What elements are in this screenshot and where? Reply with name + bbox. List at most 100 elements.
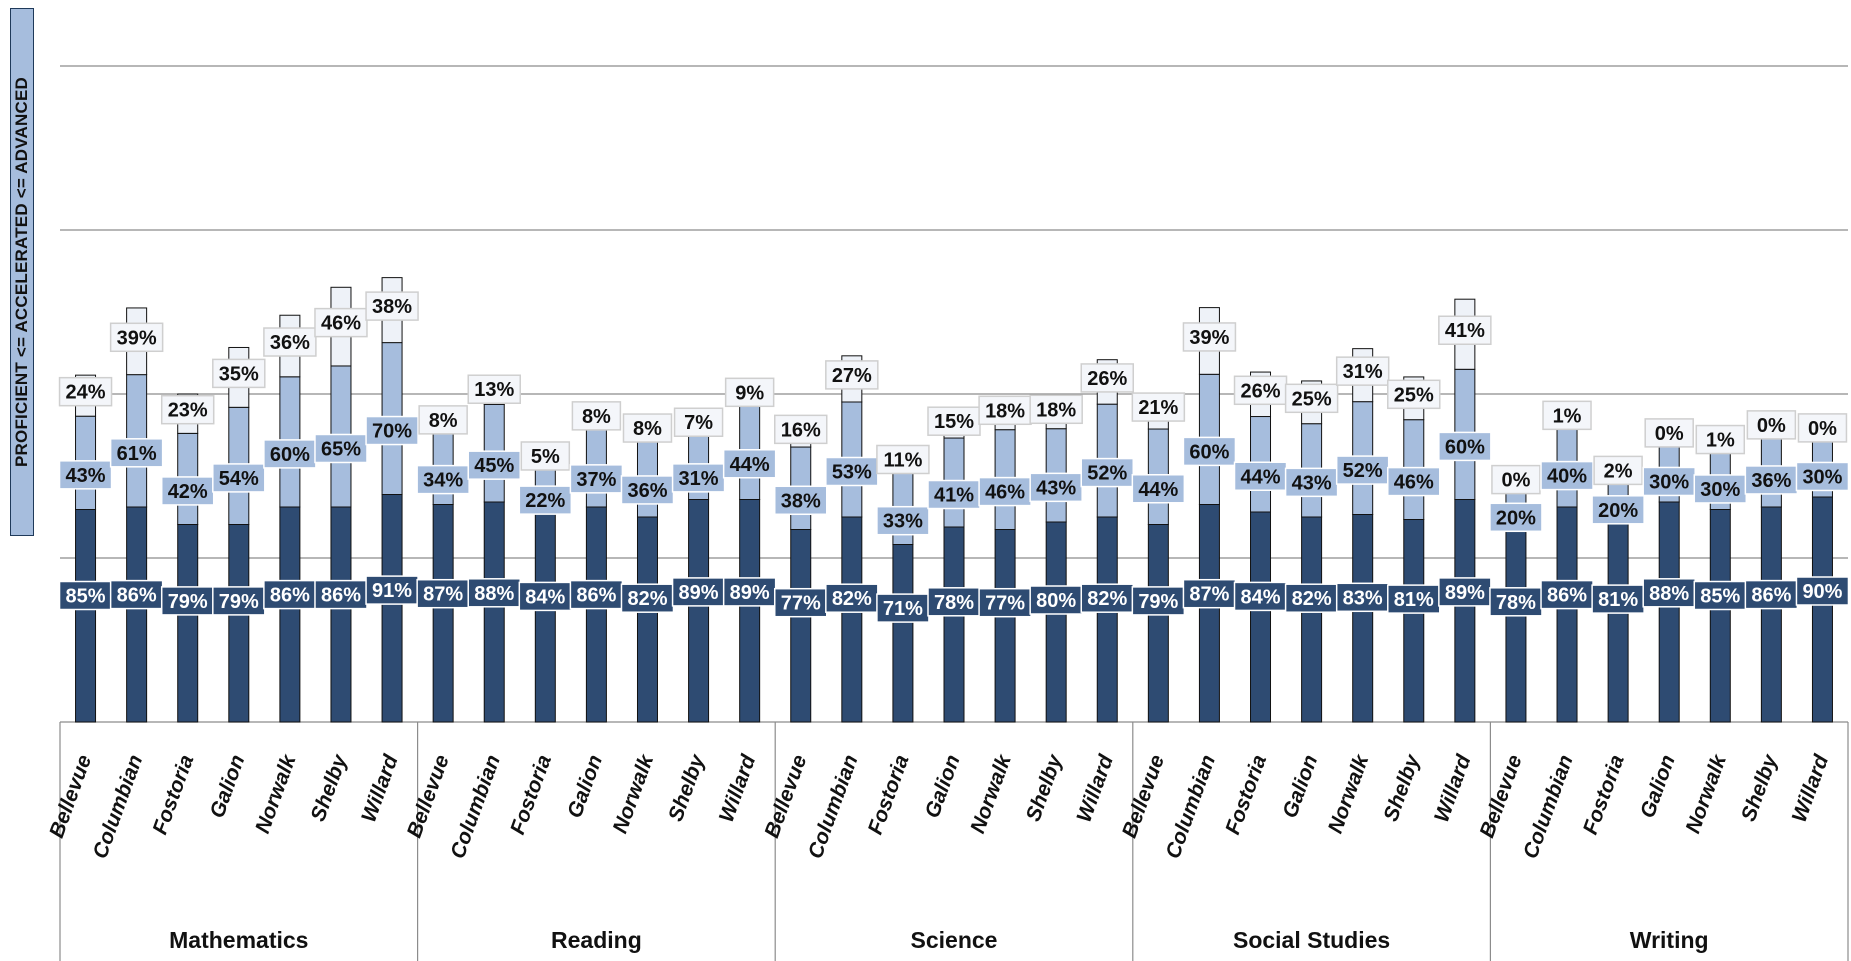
data-label-proficient-text: 89% xyxy=(679,582,719,604)
data-label-proficient-text: 88% xyxy=(1649,583,1689,605)
data-label-advanced: 26% xyxy=(1233,375,1288,406)
data-label-advanced-box xyxy=(978,395,1032,426)
category-tick-label: Bellevue xyxy=(1475,752,1526,841)
data-label-accelerated-box xyxy=(620,475,675,505)
data-label-accelerated: 34% xyxy=(416,464,470,495)
data-label-advanced: 46% xyxy=(314,307,368,338)
data-label-advanced: 13% xyxy=(467,374,521,404)
bar-proficient xyxy=(1760,506,1782,723)
data-label-accelerated: 61% xyxy=(109,438,164,468)
data-label-proficient: 81% xyxy=(1387,584,1441,614)
data-label-accelerated: 44% xyxy=(1233,461,1288,492)
bar-proficient xyxy=(381,494,403,723)
data-label-advanced-text: 36% xyxy=(270,332,310,354)
data-label-accelerated-text: 43% xyxy=(1036,477,1076,499)
data-label-advanced: 0% xyxy=(1797,413,1848,443)
data-label-advanced-box xyxy=(365,291,419,321)
data-label-accelerated-box xyxy=(109,438,164,468)
data-label-proficient: 81% xyxy=(1591,584,1645,614)
category-tick-label: Norwalk xyxy=(1681,751,1731,837)
data-label-accelerated-box xyxy=(773,485,828,516)
bar-proficient xyxy=(1352,514,1374,723)
data-label-advanced: 8% xyxy=(571,401,622,431)
data-label-proficient-text: 85% xyxy=(66,586,106,608)
group-label: Mathematics xyxy=(169,927,308,953)
data-label-accelerated-text: 38% xyxy=(781,490,821,512)
data-label-advanced: 5% xyxy=(520,441,571,471)
data-label-accelerated-box xyxy=(365,415,419,446)
data-label-accelerated-text: 43% xyxy=(1292,472,1332,494)
data-label-advanced: 35% xyxy=(212,358,266,389)
data-label-accelerated-text: 54% xyxy=(219,468,259,490)
data-label-advanced-text: 8% xyxy=(582,406,611,428)
data-label-proficient: 89% xyxy=(1438,577,1492,607)
data-label-proficient-box xyxy=(1591,584,1645,614)
data-label-advanced-box xyxy=(571,401,622,431)
data-label-proficient-text: 86% xyxy=(576,585,616,607)
data-label-advanced-text: 15% xyxy=(934,411,974,433)
data-label-advanced: 0% xyxy=(1491,464,1541,495)
data-label-proficient-box xyxy=(160,586,215,616)
data-label-accelerated-text: 46% xyxy=(985,482,1025,504)
data-label-accelerated: 20% xyxy=(1489,502,1543,533)
data-label-advanced-box xyxy=(1284,383,1339,414)
bar-proficient xyxy=(1556,506,1578,723)
data-label-accelerated-box xyxy=(1284,467,1339,498)
data-label-accelerated-text: 20% xyxy=(1496,507,1536,529)
data-label-proficient-text: 78% xyxy=(1496,592,1536,614)
data-label-proficient-box xyxy=(1233,581,1288,612)
bar-proficient xyxy=(1045,521,1067,723)
category-tick-label: Galion xyxy=(921,752,965,821)
data-label-advanced-box xyxy=(1644,418,1694,448)
data-label-accelerated-box xyxy=(1131,474,1186,504)
group-label: Science xyxy=(911,927,998,953)
data-label-advanced: 9% xyxy=(724,377,775,408)
data-label-advanced-box xyxy=(1797,413,1848,443)
data-label-proficient-text: 80% xyxy=(1036,590,1076,612)
data-label-accelerated-text: 31% xyxy=(679,468,719,490)
data-label-advanced-box xyxy=(1593,455,1643,486)
bar-proficient xyxy=(126,506,148,723)
data-label-accelerated-box xyxy=(1693,474,1748,504)
data-label-advanced-box xyxy=(773,414,828,445)
data-label-advanced-text: 0% xyxy=(1808,418,1837,440)
data-label-accelerated-text: 44% xyxy=(730,454,770,476)
data-label-advanced-text: 18% xyxy=(985,400,1025,422)
data-label-advanced-box xyxy=(876,444,930,475)
data-label-advanced-text: 1% xyxy=(1553,405,1582,427)
data-label-proficient-text: 82% xyxy=(1087,588,1127,610)
data-label-accelerated-box xyxy=(518,485,573,515)
data-label-proficient: 86% xyxy=(263,579,317,610)
data-label-advanced: 18% xyxy=(978,395,1032,426)
data-label-proficient-box xyxy=(927,587,981,617)
data-label-proficient-text: 84% xyxy=(1240,586,1280,608)
data-label-advanced: 36% xyxy=(263,327,317,357)
data-label-accelerated-text: 46% xyxy=(1394,472,1434,494)
data-label-advanced-text: 13% xyxy=(474,379,514,401)
data-label-proficient-text: 82% xyxy=(1292,588,1332,610)
data-label-accelerated-text: 45% xyxy=(474,455,514,477)
data-label-accelerated: 43% xyxy=(1284,467,1339,498)
data-label-accelerated-text: 44% xyxy=(1240,466,1280,488)
category-tick-label: Columbian xyxy=(804,752,863,862)
data-label-accelerated: 45% xyxy=(467,450,521,480)
data-label-advanced-box xyxy=(673,407,724,437)
data-label-proficient-text: 81% xyxy=(1598,589,1638,611)
bar-proficient xyxy=(636,516,658,723)
data-label-proficient: 78% xyxy=(1489,587,1543,617)
data-label-accelerated-text: 30% xyxy=(1802,466,1842,488)
category-tick-label: Columbian xyxy=(1519,752,1578,862)
bar-proficient xyxy=(1454,499,1476,723)
data-label-proficient-box xyxy=(1335,582,1390,613)
data-label-proficient-text: 78% xyxy=(934,592,974,614)
bar-proficient xyxy=(1250,511,1272,723)
data-label-proficient: 84% xyxy=(1233,581,1288,612)
data-label-proficient: 77% xyxy=(978,587,1032,618)
data-label-advanced-text: 27% xyxy=(832,365,872,387)
data-label-proficient-text: 83% xyxy=(1343,587,1383,609)
data-label-accelerated: 36% xyxy=(1744,465,1799,495)
bar-proficient xyxy=(1811,496,1833,723)
data-label-accelerated-box xyxy=(1795,461,1850,492)
data-label-proficient-box xyxy=(1182,578,1237,609)
